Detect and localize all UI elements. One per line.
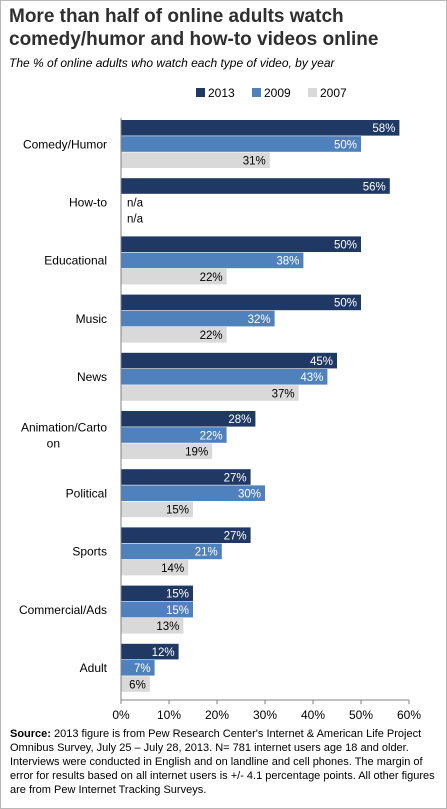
bar-2009-5: [121, 427, 227, 443]
legend-label-2013: 2013: [208, 86, 235, 100]
source-label: Source:: [10, 728, 51, 740]
data-label-2007-4: 37%: [272, 388, 295, 400]
bar-2007-4: [121, 385, 299, 401]
legend-label-2007: 2007: [320, 86, 347, 100]
category-label-8: Commercial/Ads: [19, 603, 107, 617]
category-label-6: Political: [66, 487, 107, 501]
source-text: 2013 figure is from Pew Research Center'…: [10, 728, 435, 796]
x-tick-label-1: 10%: [157, 708, 181, 722]
data-label-2007-1: n/a: [127, 214, 144, 226]
bar-2007-2: [121, 268, 227, 285]
category-label-2: Educational: [44, 254, 107, 268]
category-label-1: How-to: [69, 196, 107, 210]
category-label-4: News: [77, 370, 107, 384]
data-label-2007-8: 13%: [156, 621, 179, 633]
legend-swatch-2009: [252, 88, 261, 97]
bar-2009-3: [121, 310, 275, 327]
chart-title: More than half of online adults watch co…: [9, 6, 379, 50]
bar-2013-6: [121, 469, 251, 485]
data-label-2013-4: 45%: [310, 356, 333, 368]
bar-2013-2: [121, 236, 361, 252]
bar-2009-7: [121, 543, 222, 560]
data-label-2013-0: 58%: [372, 123, 395, 135]
bar-2009-8: [121, 601, 193, 618]
x-tick-label-3: 30%: [253, 708, 277, 722]
data-label-2013-8: 15%: [166, 589, 189, 601]
data-label-2009-4: 43%: [300, 372, 323, 384]
legend-swatch-2007: [308, 88, 317, 97]
bar-chart: 2013 2009 2007 58% 50% 31% Comedy/Humor 56% n/a n…: [19, 86, 421, 722]
data-label-2013-5: 28%: [228, 414, 251, 426]
bar-2013-4: [121, 352, 337, 369]
category-label-5: Animation/Carto on: [21, 420, 107, 450]
data-label-2007-7: 14%: [161, 563, 184, 575]
bar-2009-2: [121, 252, 304, 269]
legend-label-2009: 2009: [264, 86, 291, 100]
data-label-2007-6: 15%: [166, 505, 189, 517]
bar-2013-8: [121, 585, 193, 602]
data-label-2009-2: 38%: [276, 256, 299, 268]
bar-2013-5: [121, 411, 256, 427]
data-label-2013-1: 56%: [363, 181, 386, 193]
x-tick-label-2: 20%: [205, 708, 229, 722]
chart-subtitle: The % of online adults who watch each ty…: [9, 56, 335, 70]
data-label-2007-5: 19%: [185, 447, 208, 459]
data-label-2009-9: 7%: [134, 663, 151, 675]
data-label-2009-7: 21%: [195, 547, 218, 559]
category-label-3: Music: [76, 312, 107, 326]
data-label-2013-7: 27%: [224, 531, 247, 543]
bar-2013-3: [121, 294, 361, 311]
x-tick-label-6: 60%: [397, 708, 421, 722]
bar-2013-0: [121, 120, 400, 136]
x-tick-label-0: 0%: [112, 708, 130, 722]
data-label-2009-1: n/a: [127, 198, 144, 210]
data-label-2009-0: 50%: [334, 139, 357, 151]
data-label-2009-5: 22%: [200, 430, 223, 442]
data-label-2013-2: 50%: [334, 240, 357, 252]
bar-2013-7: [121, 527, 251, 543]
x-tick-label-4: 40%: [301, 708, 325, 722]
data-label-2007-0: 31%: [243, 156, 266, 168]
data-label-2007-3: 22%: [200, 330, 223, 342]
data-label-2013-3: 50%: [334, 298, 357, 310]
bar-2009-6: [121, 485, 265, 501]
legend-swatch-2013: [196, 88, 205, 97]
data-label-2009-6: 30%: [238, 489, 261, 501]
bar-2007-7: [121, 559, 189, 576]
data-label-2007-2: 22%: [200, 272, 223, 284]
bar-2009-0: [121, 136, 361, 152]
bar-2007-5: [121, 443, 213, 459]
category-label-7: Sports: [72, 545, 107, 559]
source-note: Source: 2013 figure is from Pew Research…: [10, 727, 438, 797]
bar-2007-0: [121, 152, 270, 168]
bar-2009-4: [121, 369, 328, 385]
bar-2007-6: [121, 501, 193, 518]
category-label-0: Comedy/Humor: [23, 137, 107, 151]
data-label-2013-6: 27%: [224, 472, 247, 484]
category-label-9: Adult: [80, 661, 108, 675]
bar-2007-9: [121, 676, 150, 692]
data-label-2009-8: 15%: [166, 605, 189, 617]
bar-2009-9: [121, 660, 155, 676]
bar-2013-9: [121, 643, 179, 660]
bar-2007-8: [121, 618, 184, 634]
x-tick-label-5: 50%: [349, 708, 373, 722]
data-label-2013-9: 12%: [152, 647, 175, 659]
data-label-2009-3: 32%: [248, 314, 271, 326]
bar-2013-1: [121, 178, 390, 194]
data-label-2007-9: 6%: [129, 679, 146, 691]
bar-2007-3: [121, 327, 227, 343]
